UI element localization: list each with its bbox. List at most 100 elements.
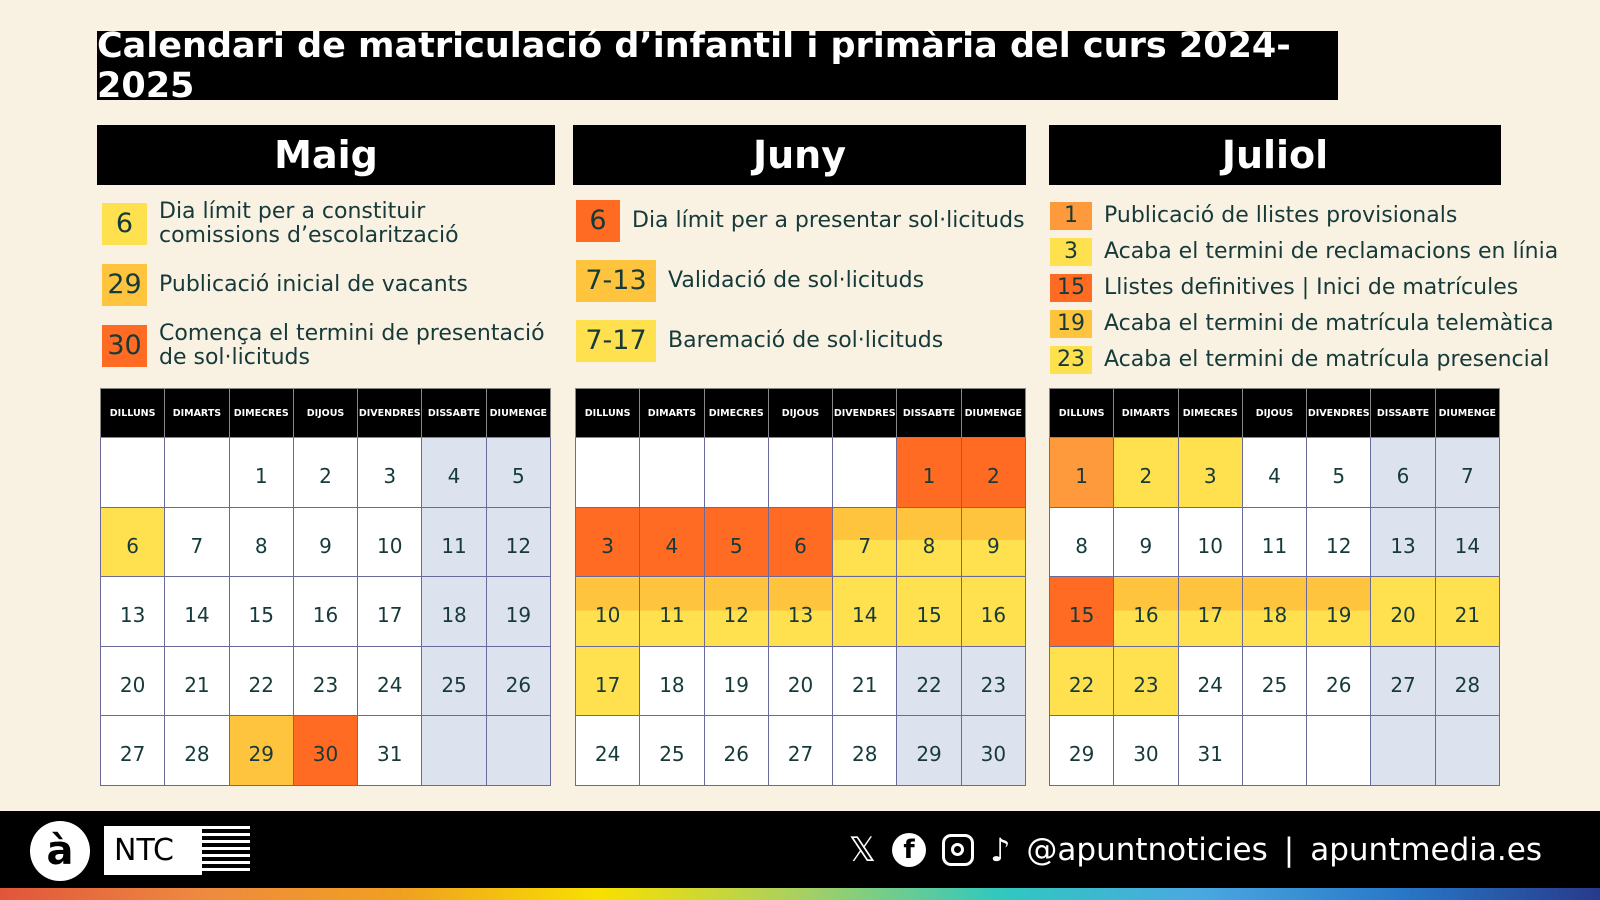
calendar-juny: DILLUNS DIMARTS DIMECRES DIJOUS DIVENDRES DIS… <box>574 388 1027 786</box>
day-cell <box>639 437 705 508</box>
week-row: 27 28 29 30 31 <box>99 715 552 786</box>
day-cell: 11 <box>639 576 705 647</box>
day-cell: 2 <box>1113 437 1179 508</box>
day-cell <box>1241 715 1308 786</box>
day-cell: 29 <box>228 715 294 786</box>
day-cell: 5 <box>703 506 769 577</box>
day-cell: 17 <box>1177 576 1243 647</box>
day-cell: 20 <box>1370 576 1436 647</box>
legend-text: Llistes definitives | Inici de matrícule… <box>1104 275 1519 300</box>
social-handle[interactable]: @apuntnoticies <box>1026 831 1268 868</box>
day-cell: 9 <box>292 506 359 577</box>
legend-item: 7-13 Validació de sol·licituds <box>576 260 1026 302</box>
legend-item: 6 Dia límit per a presentar sol·licituds <box>576 200 1026 242</box>
day-cell: 27 <box>767 715 834 786</box>
day-cell: 10 <box>1177 506 1243 577</box>
website-link[interactable]: apuntmedia.es <box>1310 831 1542 868</box>
weekday-header: DILLUNS <box>99 388 166 438</box>
day-cell: 14 <box>832 576 898 647</box>
date-badge: 3 <box>1050 238 1092 266</box>
day-cell: 22 <box>1048 645 1115 716</box>
legend-text: Validació de sol·licituds <box>668 268 925 293</box>
day-cell <box>1370 715 1436 786</box>
weekday-header: DISSABTE <box>896 388 962 438</box>
day-cell: 13 <box>1370 506 1436 577</box>
day-cell: 2 <box>292 437 359 508</box>
day-cell: 29 <box>896 715 962 786</box>
day-cell: 3 <box>574 506 641 577</box>
day-cell: 31 <box>357 715 423 786</box>
tiktok-icon[interactable]: ♪ <box>989 830 1011 869</box>
day-cell: 16 <box>1113 576 1179 647</box>
weekday-header: DIJOUS <box>1241 388 1308 438</box>
legend-text: Acaba el termini de matrícula presencial <box>1104 347 1550 372</box>
day-cell: 8 <box>1048 506 1115 577</box>
day-cell: 18 <box>1241 576 1308 647</box>
rainbow-bar <box>0 888 1600 900</box>
week-row: 20 21 22 23 24 25 26 <box>99 645 552 716</box>
day-cell <box>485 715 552 786</box>
day-cell: 17 <box>574 645 641 716</box>
date-badge: 6 <box>576 200 620 242</box>
legend-text: Comença el termini de presentació de sol… <box>159 321 545 370</box>
day-cell: 5 <box>1306 437 1372 508</box>
day-cell: 10 <box>574 576 641 647</box>
weekday-header: DIMARTS <box>639 388 705 438</box>
day-cell: 26 <box>485 645 552 716</box>
day-cell: 23 <box>292 645 359 716</box>
ntc-logo: NTC <box>104 826 202 875</box>
legend-text: Dia límit per a presentar sol·licituds <box>632 208 1025 233</box>
day-cell <box>832 437 898 508</box>
day-cell: 4 <box>421 437 487 508</box>
weekday-header: DILLUNS <box>574 388 641 438</box>
day-cell: 20 <box>99 645 166 716</box>
day-cell: 16 <box>292 576 359 647</box>
day-cell: 29 <box>1048 715 1115 786</box>
week-row: 29 30 31 <box>1048 715 1501 786</box>
x-icon[interactable]: 𝕏 <box>848 829 876 870</box>
page-title: Calendari de matriculació d’infantil i p… <box>97 26 1338 106</box>
day-cell <box>1434 715 1501 786</box>
day-cell <box>99 437 166 508</box>
week-row: 22 23 24 25 26 27 28 <box>1048 645 1501 716</box>
date-badge: 1 <box>1050 202 1092 230</box>
day-cell: 11 <box>421 506 487 577</box>
day-cell <box>574 437 641 508</box>
legend-item: 29 Publicació inicial de vacants <box>102 264 552 306</box>
weekday-header: DIVENDRES <box>357 388 423 438</box>
day-cell: 13 <box>99 576 166 647</box>
legend-item: 30 Comença el termini de presentació de … <box>102 322 552 370</box>
day-cell: 16 <box>960 576 1027 647</box>
legend-text: Publicació inicial de vacants <box>159 272 468 297</box>
day-cell: 4 <box>1241 437 1308 508</box>
legend-item: 19 Acaba el termini de matrícula telemàt… <box>1050 310 1570 338</box>
day-cell: 25 <box>639 715 705 786</box>
week-row: 24 25 26 27 28 29 30 <box>574 715 1027 786</box>
weekday-header: DIJOUS <box>292 388 359 438</box>
day-cell: 23 <box>1113 645 1179 716</box>
day-cell <box>1306 715 1372 786</box>
facebook-icon[interactable]: f <box>891 832 926 867</box>
day-cell: 9 <box>960 506 1027 577</box>
legend-item: 3 Acaba el termini de reclamacions en lí… <box>1050 238 1570 266</box>
legend-item: 1 Publicació de llistes provisionals <box>1050 202 1570 230</box>
legend-text: Publicació de llistes provisionals <box>1104 203 1458 228</box>
day-cell: 8 <box>228 506 294 577</box>
day-cell: 24 <box>1177 645 1243 716</box>
day-cell: 15 <box>896 576 962 647</box>
apunt-logo: à <box>30 821 90 881</box>
day-cell: 24 <box>357 645 423 716</box>
weekday-header: DIVENDRES <box>832 388 898 438</box>
day-cell: 19 <box>703 645 769 716</box>
legend-text: Acaba el termini de reclamacions en líni… <box>1104 239 1559 264</box>
week-row: 10 11 12 13 14 15 16 <box>574 576 1027 647</box>
weekday-header: DIVENDRES <box>1306 388 1372 438</box>
day-cell: 27 <box>99 715 166 786</box>
week-row: 8 9 10 11 12 13 14 <box>1048 506 1501 577</box>
day-cell: 14 <box>164 576 230 647</box>
day-cell: 23 <box>960 645 1027 716</box>
instagram-icon[interactable] <box>941 833 974 866</box>
weekday-header: DIMARTS <box>1113 388 1179 438</box>
legend-juny: 6 Dia límit per a presentar sol·licituds… <box>576 200 1026 380</box>
